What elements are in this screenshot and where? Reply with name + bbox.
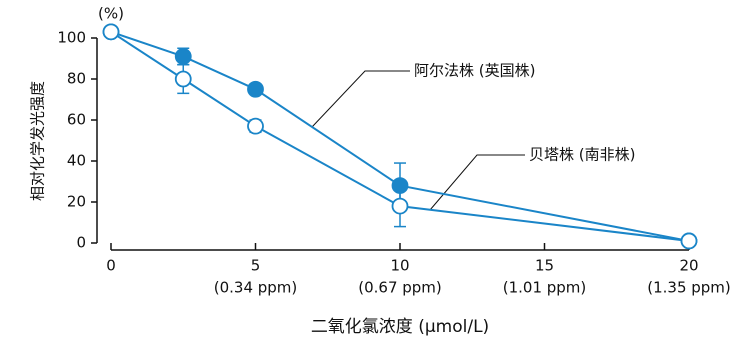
y-tick-label: 100 <box>57 29 86 47</box>
marker <box>680 232 698 250</box>
leader-line <box>429 154 525 211</box>
marker <box>247 117 264 135</box>
series-label: 阿尔法株 (英国株) <box>414 62 535 80</box>
y-unit: (%) <box>98 5 124 23</box>
x-tick-sublabel: (0.67 ppm) <box>358 279 442 297</box>
x-tick-sublabel: (0.34 ppm) <box>214 279 298 297</box>
x-tick-label: 15 <box>535 257 554 275</box>
marker <box>174 70 192 88</box>
marker <box>102 23 120 41</box>
marker <box>174 48 192 65</box>
marker <box>247 80 264 98</box>
marker <box>391 197 409 215</box>
marker <box>391 177 409 195</box>
y-tick-label: 80 <box>67 70 86 88</box>
x-tick-sublabel: (1.35 ppm) <box>647 279 731 297</box>
x-tick-sublabel: (1.01 ppm) <box>503 279 587 297</box>
x-tick-label: 10 <box>390 257 409 275</box>
x-tick-label: 5 <box>251 257 261 275</box>
series-label: 贝塔株 (南非株) <box>529 146 635 164</box>
x-tick-label: 0 <box>106 257 116 275</box>
y-tick-label: 0 <box>76 234 86 252</box>
x-tick-label: 20 <box>679 257 698 275</box>
y-tick-label: 40 <box>67 152 86 170</box>
y-tick-label: 20 <box>67 193 86 211</box>
x-axis-title: 二氧化氯浓度 (μmol/L) <box>311 317 489 337</box>
y-axis-title: 相对化学发光强度 <box>29 81 47 201</box>
leader-line <box>311 70 410 128</box>
y-tick-label: 60 <box>67 111 86 129</box>
